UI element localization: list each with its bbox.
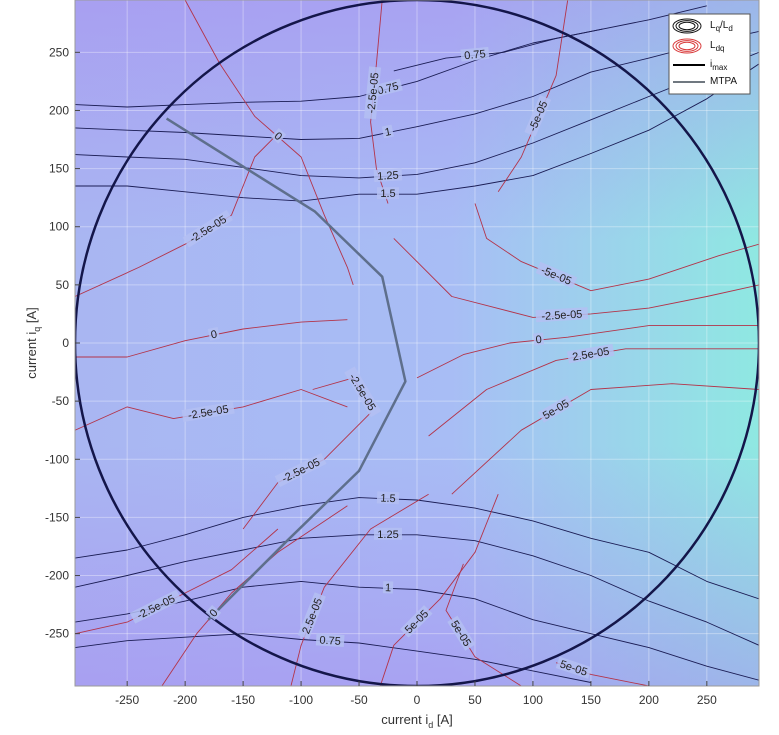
x-axis-label: current id [A] bbox=[381, 712, 453, 730]
y-tick-label-6: 50 bbox=[56, 278, 70, 292]
x-tick-label-5: 0 bbox=[414, 693, 421, 707]
y-tick-label-9: 200 bbox=[49, 103, 69, 117]
legend: Lq/Ld Ldq imax MTPA bbox=[668, 13, 751, 95]
ldq-contour-label-7: 0 bbox=[533, 332, 545, 347]
svg-text:1.25: 1.25 bbox=[377, 529, 398, 541]
svg-text:-2.5e-05: -2.5e-05 bbox=[541, 308, 583, 322]
x-tick-label-6: 50 bbox=[468, 693, 482, 707]
lq-ld-contour-label-7: 1 bbox=[382, 581, 394, 594]
y-tick-label-8: 150 bbox=[49, 162, 69, 176]
lq-ld-contour-line-7 bbox=[75, 580, 759, 681]
svg-text:-2.5e-05: -2.5e-05 bbox=[365, 72, 381, 114]
ldq-contour-line-14 bbox=[75, 528, 279, 635]
ldq-contour-label-1: -2.5e-05 bbox=[363, 66, 382, 120]
ldq-contour-line-6 bbox=[393, 238, 759, 318]
y-tick-label-3: -100 bbox=[45, 452, 69, 466]
lq-ld-contour-label-6: 1.25 bbox=[374, 527, 402, 541]
ldq-contour-line-13 bbox=[379, 494, 499, 686]
mtpa-line bbox=[165, 117, 407, 621]
ldq-contour-label-4: 0 bbox=[207, 327, 220, 341]
lq-ld-contour-line-5 bbox=[75, 497, 759, 600]
y-tick-label-7: 100 bbox=[49, 220, 69, 234]
lq-ld-contour-line-4 bbox=[75, 63, 759, 202]
svg-text:Lq/Ld: Lq/Ld bbox=[710, 20, 733, 33]
x-tick-label-1: -200 bbox=[173, 693, 197, 707]
ldq-contour-line-7 bbox=[416, 325, 759, 379]
x-tick-label-0: -250 bbox=[115, 693, 139, 707]
ldq-contour-label-0: 0 bbox=[270, 128, 287, 144]
svg-text:1.25: 1.25 bbox=[377, 170, 399, 183]
x-tick-label-4: -50 bbox=[350, 693, 368, 707]
svg-text:0.75: 0.75 bbox=[319, 635, 341, 648]
lq-ld-contour-line-2 bbox=[75, 30, 759, 140]
ldq-contour-label-6: -2.5e-05 bbox=[535, 307, 589, 323]
svg-text:0.75: 0.75 bbox=[376, 80, 400, 97]
x-tick-label-8: 150 bbox=[581, 693, 601, 707]
x-ticks: -250 -200 -150 -100 -50 0 50 100 150 200 250 bbox=[115, 681, 717, 707]
lq-ld-contour-label-5: 1.5 bbox=[376, 491, 400, 505]
y-axis-label: current iq [A] bbox=[24, 307, 42, 379]
ldq-contour-line-5 bbox=[474, 203, 759, 292]
svg-text:0: 0 bbox=[535, 334, 542, 347]
ldq-contour-line-9 bbox=[451, 383, 759, 495]
x-tick-label-9: 200 bbox=[639, 693, 659, 707]
x-tick-label-2: -150 bbox=[231, 693, 255, 707]
mtpa-curve bbox=[165, 117, 407, 621]
ldq-contour-label-16: 0 bbox=[205, 604, 222, 621]
lq-ld-contour-line-1 bbox=[393, 28, 603, 72]
svg-text:1: 1 bbox=[385, 582, 392, 594]
lq-ld-contour-label-1: 0.75 bbox=[460, 46, 490, 62]
svg-text:1: 1 bbox=[384, 126, 392, 139]
svg-text:0.75: 0.75 bbox=[464, 48, 487, 62]
legend-entry-0: Lq/Ld bbox=[672, 18, 733, 34]
svg-text:MTPA: MTPA bbox=[710, 76, 737, 87]
legend-box bbox=[668, 13, 751, 95]
ldq-contour-line-15 bbox=[290, 493, 429, 686]
y-tick-label-0: -250 bbox=[45, 627, 69, 641]
svg-text:0: 0 bbox=[210, 328, 218, 341]
y-tick-label-4: -50 bbox=[52, 394, 70, 408]
y-tick-label-5: 0 bbox=[62, 336, 69, 350]
x-tick-label-10: 250 bbox=[697, 693, 717, 707]
plot-background-overlay bbox=[75, 0, 759, 686]
lq-ld-contour-label-4: 1.5 bbox=[377, 187, 399, 200]
lq-ld-contour-line-6 bbox=[75, 534, 759, 646]
y-tick-label-1: -200 bbox=[45, 569, 69, 583]
svg-text:Ldq: Ldq bbox=[710, 40, 724, 53]
x-tick-label-3: -100 bbox=[289, 693, 313, 707]
y-tick-label-10: 250 bbox=[49, 45, 69, 59]
svg-text:1.5: 1.5 bbox=[380, 188, 395, 200]
lq-ld-contour-line-3 bbox=[75, 51, 759, 179]
lq-ld-contour-label-8: 0.75 bbox=[315, 633, 345, 648]
x-tick-label-7: 100 bbox=[523, 693, 543, 707]
svg-text:imax: imax bbox=[710, 59, 727, 72]
legend-entry-2: imax bbox=[673, 59, 727, 72]
lq-ld-contour-label-0: 0.75 bbox=[372, 78, 403, 97]
ldq-contour-line-16 bbox=[161, 505, 348, 686]
svg-text:1.5: 1.5 bbox=[380, 492, 396, 505]
y-tick-label-2: -150 bbox=[45, 510, 69, 524]
plot-area bbox=[75, 0, 759, 686]
legend-entry-3: MTPA bbox=[673, 76, 737, 87]
y-ticks: -250 -200 -150 -100 -50 0 50 100 150 200 250 bbox=[45, 45, 80, 641]
grid bbox=[75, 0, 759, 686]
lq-ld-contour-label-3: 1.25 bbox=[373, 168, 403, 183]
lq-ld-contour-label-2: 1 bbox=[381, 124, 394, 139]
legend-entry-1: Ldq bbox=[672, 38, 724, 54]
